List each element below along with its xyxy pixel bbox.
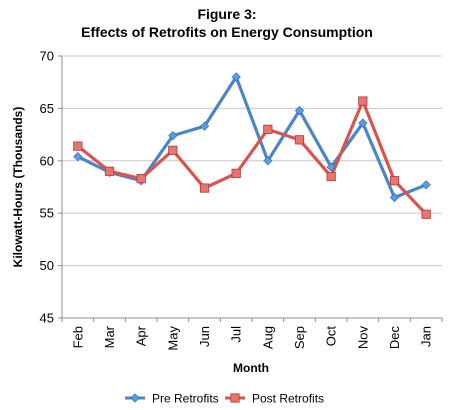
pre-retrofits-series-line xyxy=(77,75,427,200)
pre-retrofits-point xyxy=(263,156,273,166)
post-retrofits-point xyxy=(294,135,305,145)
x-tick-label: Mar xyxy=(102,325,117,348)
x-tick-label: Dec xyxy=(387,326,402,350)
post-retrofits-point xyxy=(104,166,115,176)
series-group xyxy=(73,72,431,219)
pre-retrofits-point xyxy=(326,162,336,172)
y-tick-label: 55 xyxy=(40,206,54,221)
post-retrofits-point xyxy=(231,168,241,178)
x-tick-label: Jun xyxy=(197,326,212,347)
legend-label-pre-retrofits: Pre Retrofits xyxy=(152,392,219,406)
pre-retrofits-point xyxy=(294,105,305,116)
y-axis-ticks: 45 50 55 60 65 70 xyxy=(40,49,62,326)
x-tick-label: Oct xyxy=(324,326,339,347)
chart-title: Figure 3: xyxy=(197,6,256,22)
x-tick-label: Apr xyxy=(134,325,149,346)
post-retrofits-point xyxy=(326,171,336,182)
post-retrofits-point xyxy=(168,145,178,155)
legend: Pre Retrofits Post Retrofits xyxy=(125,392,324,406)
legend-label-post-retrofits: Post Retrofits xyxy=(252,392,324,406)
x-tick-label: Jan xyxy=(419,326,434,347)
y-tick-label: 60 xyxy=(40,153,54,168)
post-retrofits-point xyxy=(136,174,146,184)
grid-lines xyxy=(62,55,442,267)
y-tick-label: 70 xyxy=(40,49,54,64)
pre-retrofits-point xyxy=(168,131,178,141)
y-tick-label: 45 xyxy=(40,311,54,326)
pre-retrofits-point xyxy=(231,72,241,82)
y-tick-label: 50 xyxy=(40,258,54,273)
x-tick-label: Feb xyxy=(70,326,85,348)
x-axis-ticks: Feb Mar Apr May Jun Jul Aug Sep Oct Nov Dec Jan xyxy=(61,318,443,351)
chart-subtitle: Effects of Retrofits on Energy Consumpti… xyxy=(81,24,373,40)
x-tick-label: Aug xyxy=(260,326,275,349)
x-axis-title: Month xyxy=(233,361,269,375)
post-retrofits-point xyxy=(199,183,210,193)
y-tick-label: 65 xyxy=(40,101,54,116)
pre-retrofits-point xyxy=(389,192,400,203)
legend-marker-pre-retrofits xyxy=(130,393,140,403)
legend-marker-post-retrofits xyxy=(230,393,240,403)
x-tick-label: Jul xyxy=(229,326,244,343)
post-retrofits-point xyxy=(358,96,368,106)
x-tick-label: Nov xyxy=(355,326,370,350)
post-retrofits-point xyxy=(263,124,273,134)
post-retrofits-point xyxy=(73,141,83,151)
pre-retrofits-point xyxy=(199,121,210,131)
pre-retrofits-point xyxy=(358,118,368,128)
post-retrofits-point xyxy=(421,209,431,219)
post-retrofits-series-line xyxy=(76,99,428,216)
x-tick-label: Sep xyxy=(292,326,307,349)
post-retrofits-point xyxy=(389,176,400,186)
y-axis-title: Kilowatt-Hours (Thousands) xyxy=(11,107,25,268)
pre-retrofits-point xyxy=(421,180,431,190)
x-tick-label: May xyxy=(165,326,180,351)
pre-retrofits-point xyxy=(73,151,83,162)
